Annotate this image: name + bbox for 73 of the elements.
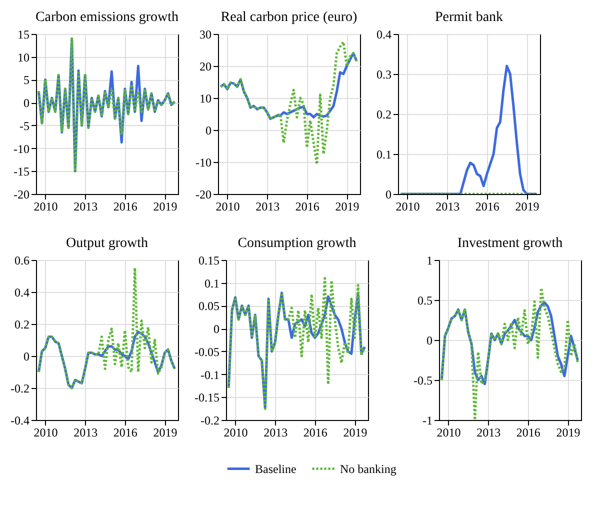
x-tick-label: 2016 [475, 200, 500, 214]
y-tick-label: 0.2 [14, 318, 30, 332]
x-tick-label: 2010 [436, 426, 461, 440]
y-tick-label: 15 [18, 28, 30, 42]
y-tick-label: -20 [14, 188, 30, 202]
y-tick-label: 0 [24, 350, 30, 364]
y-tick-label: -0.2 [10, 382, 30, 396]
line-series [37, 266, 176, 390]
chart-title: Consumption growth [238, 236, 356, 251]
y-tick-label: 10 [200, 92, 212, 106]
y-tick-label: 5 [24, 73, 30, 88]
y-tick-label: 0.4 [376, 28, 392, 42]
x-tick-label: 2016 [113, 426, 138, 440]
y-tick-label: 0.3 [376, 68, 392, 82]
y-tick-label: -5 [20, 118, 30, 133]
x-tick-label: 2016 [516, 426, 540, 440]
y-tick-label: 1 [426, 254, 432, 268]
x-tick-label: 2013 [74, 200, 98, 214]
y-tick-label: -10 [196, 156, 212, 170]
y-tick-label: 10 [18, 50, 30, 64]
legend-label: No banking [340, 462, 396, 476]
x-tick-label: 2010 [34, 200, 58, 214]
y-tick-label: -20 [196, 188, 212, 202]
x-tick-label: 2013 [476, 426, 501, 440]
y-tick-label: 0.1 [376, 148, 392, 162]
x-tick-label: 2016 [303, 426, 328, 440]
y-tick-label: -15 [14, 164, 30, 179]
legend-label: Baseline [255, 462, 296, 476]
y-tick-label: 0 [426, 334, 432, 348]
y-tick-label: -1 [422, 414, 432, 428]
y-tick-label: 0 [386, 188, 392, 202]
y-tick-label: -10 [14, 142, 30, 156]
y-tick-label: 0.5 [418, 294, 432, 308]
chart-title: Real carbon price (euro) [220, 10, 358, 25]
x-tick-label: 2010 [396, 200, 420, 214]
x-tick-label: 2013 [264, 426, 288, 440]
y-tick-label: -0.1 [200, 368, 220, 382]
chart-title: Output growth [66, 236, 148, 251]
x-tick-label: 2019 [335, 200, 360, 214]
y-tick-label: 0.4 [14, 286, 30, 300]
chart-title: Carbon emissions growth [35, 10, 179, 25]
y-tick-label: 0 [206, 124, 212, 138]
y-tick-label: -0.05 [194, 344, 220, 359]
y-tick-label: 20 [200, 60, 212, 74]
line-series [440, 286, 579, 420]
x-tick-label: 2019 [515, 200, 540, 214]
x-tick-label: 2010 [216, 200, 240, 214]
y-tick-label: 0 [214, 322, 220, 336]
x-tick-label: 2013 [436, 200, 460, 214]
y-tick-label: 0.1 [204, 276, 220, 290]
x-tick-label: 2019 [153, 426, 178, 440]
x-tick-label: 2010 [224, 426, 248, 440]
y-tick-label: 0.05 [198, 299, 220, 314]
x-tick-label: 2010 [34, 426, 58, 440]
x-tick-label: 2019 [153, 200, 178, 214]
chart-title: Investment growth [457, 236, 563, 251]
y-tick-label: -0.4 [10, 414, 30, 428]
y-tick-label: 0 [24, 96, 30, 110]
y-tick-label: -0.15 [194, 390, 220, 405]
line-series [219, 40, 358, 166]
x-tick-label: 2019 [556, 426, 580, 440]
y-tick-label: 30 [200, 28, 212, 42]
x-tick-label: 2013 [256, 200, 280, 214]
chart-title: Permit bank [434, 10, 504, 25]
x-tick-label: 2016 [295, 200, 320, 214]
y-tick-label: 0.2 [376, 108, 392, 122]
x-tick-label: 2013 [74, 426, 98, 440]
y-tick-label: 0.6 [14, 254, 30, 268]
y-tick-label: -0.5 [414, 374, 432, 388]
y-tick-label: 0.15 [198, 254, 220, 268]
x-tick-label: 2019 [343, 426, 368, 440]
x-tick-label: 2016 [113, 200, 138, 214]
y-tick-label: -0.2 [200, 414, 220, 428]
